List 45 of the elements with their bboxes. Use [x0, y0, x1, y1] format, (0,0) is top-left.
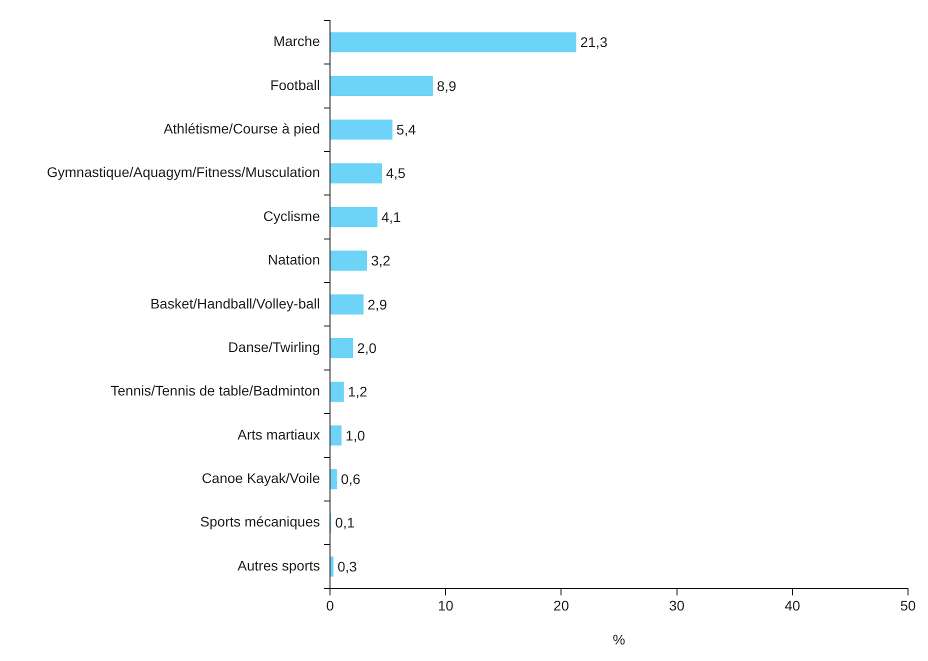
- data-label: 4,1: [381, 208, 402, 225]
- bar: [330, 206, 378, 228]
- y-tick-label: Danse/Twirling: [228, 338, 320, 355]
- data-label: 2,0: [357, 340, 377, 356]
- y-tick-label: Autres sports: [238, 557, 320, 574]
- data-label: 0,3: [337, 558, 358, 574]
- data-label: 5,4: [396, 121, 416, 138]
- y-tick-label: Basket/Handball/Volley-ball: [150, 295, 320, 312]
- bar: [330, 469, 337, 490]
- bar: [330, 163, 382, 184]
- data-label: 3,2: [370, 252, 391, 269]
- data-label: 0,1: [335, 514, 355, 531]
- y-tick-label: Natation: [268, 252, 320, 268]
- data-label: 1,2: [348, 384, 368, 400]
- data-label: 4,5: [386, 165, 406, 182]
- x-tick-label: 0: [326, 598, 334, 614]
- data-label: 1,0: [346, 427, 366, 444]
- y-tick-label: Athlétisme/Course à pied: [164, 120, 320, 136]
- data-label: 2,9: [368, 296, 388, 312]
- bar: [330, 556, 334, 577]
- y-tick-label: Cyclisme: [263, 208, 320, 224]
- y-tick-label: Gymnastique/Aquagym/Fitness/Musculation: [46, 164, 320, 180]
- bar: [330, 250, 367, 271]
- data-label: 0,6: [340, 471, 361, 488]
- x-tick-label: 50: [900, 598, 916, 614]
- x-tick-label: 20: [553, 598, 570, 614]
- bar: [330, 294, 364, 314]
- bar: [330, 338, 354, 358]
- y-tick-label: Tennis/Tennis de table/Badminton: [110, 382, 320, 399]
- x-tick-label: 30: [669, 598, 685, 614]
- x-tick-label: 40: [784, 598, 800, 614]
- y-tick-label: Canoe Kayak/Voile: [202, 470, 320, 486]
- bar: [330, 425, 342, 446]
- x-tick-label: 10: [438, 598, 454, 614]
- y-tick-label: Football: [270, 76, 320, 93]
- bar: [330, 120, 392, 140]
- y-tick-label: Arts martiaux: [238, 426, 320, 442]
- x-axis-title: %: [612, 631, 626, 648]
- bar: [330, 32, 576, 52]
- y-tick-label: Sports mécaniques: [200, 514, 320, 530]
- data-label: 8,9: [436, 78, 457, 94]
- bar: [330, 382, 344, 402]
- bar: [330, 76, 433, 96]
- y-tick-label: Marche: [273, 33, 320, 50]
- data-label: 21,3: [580, 34, 608, 50]
